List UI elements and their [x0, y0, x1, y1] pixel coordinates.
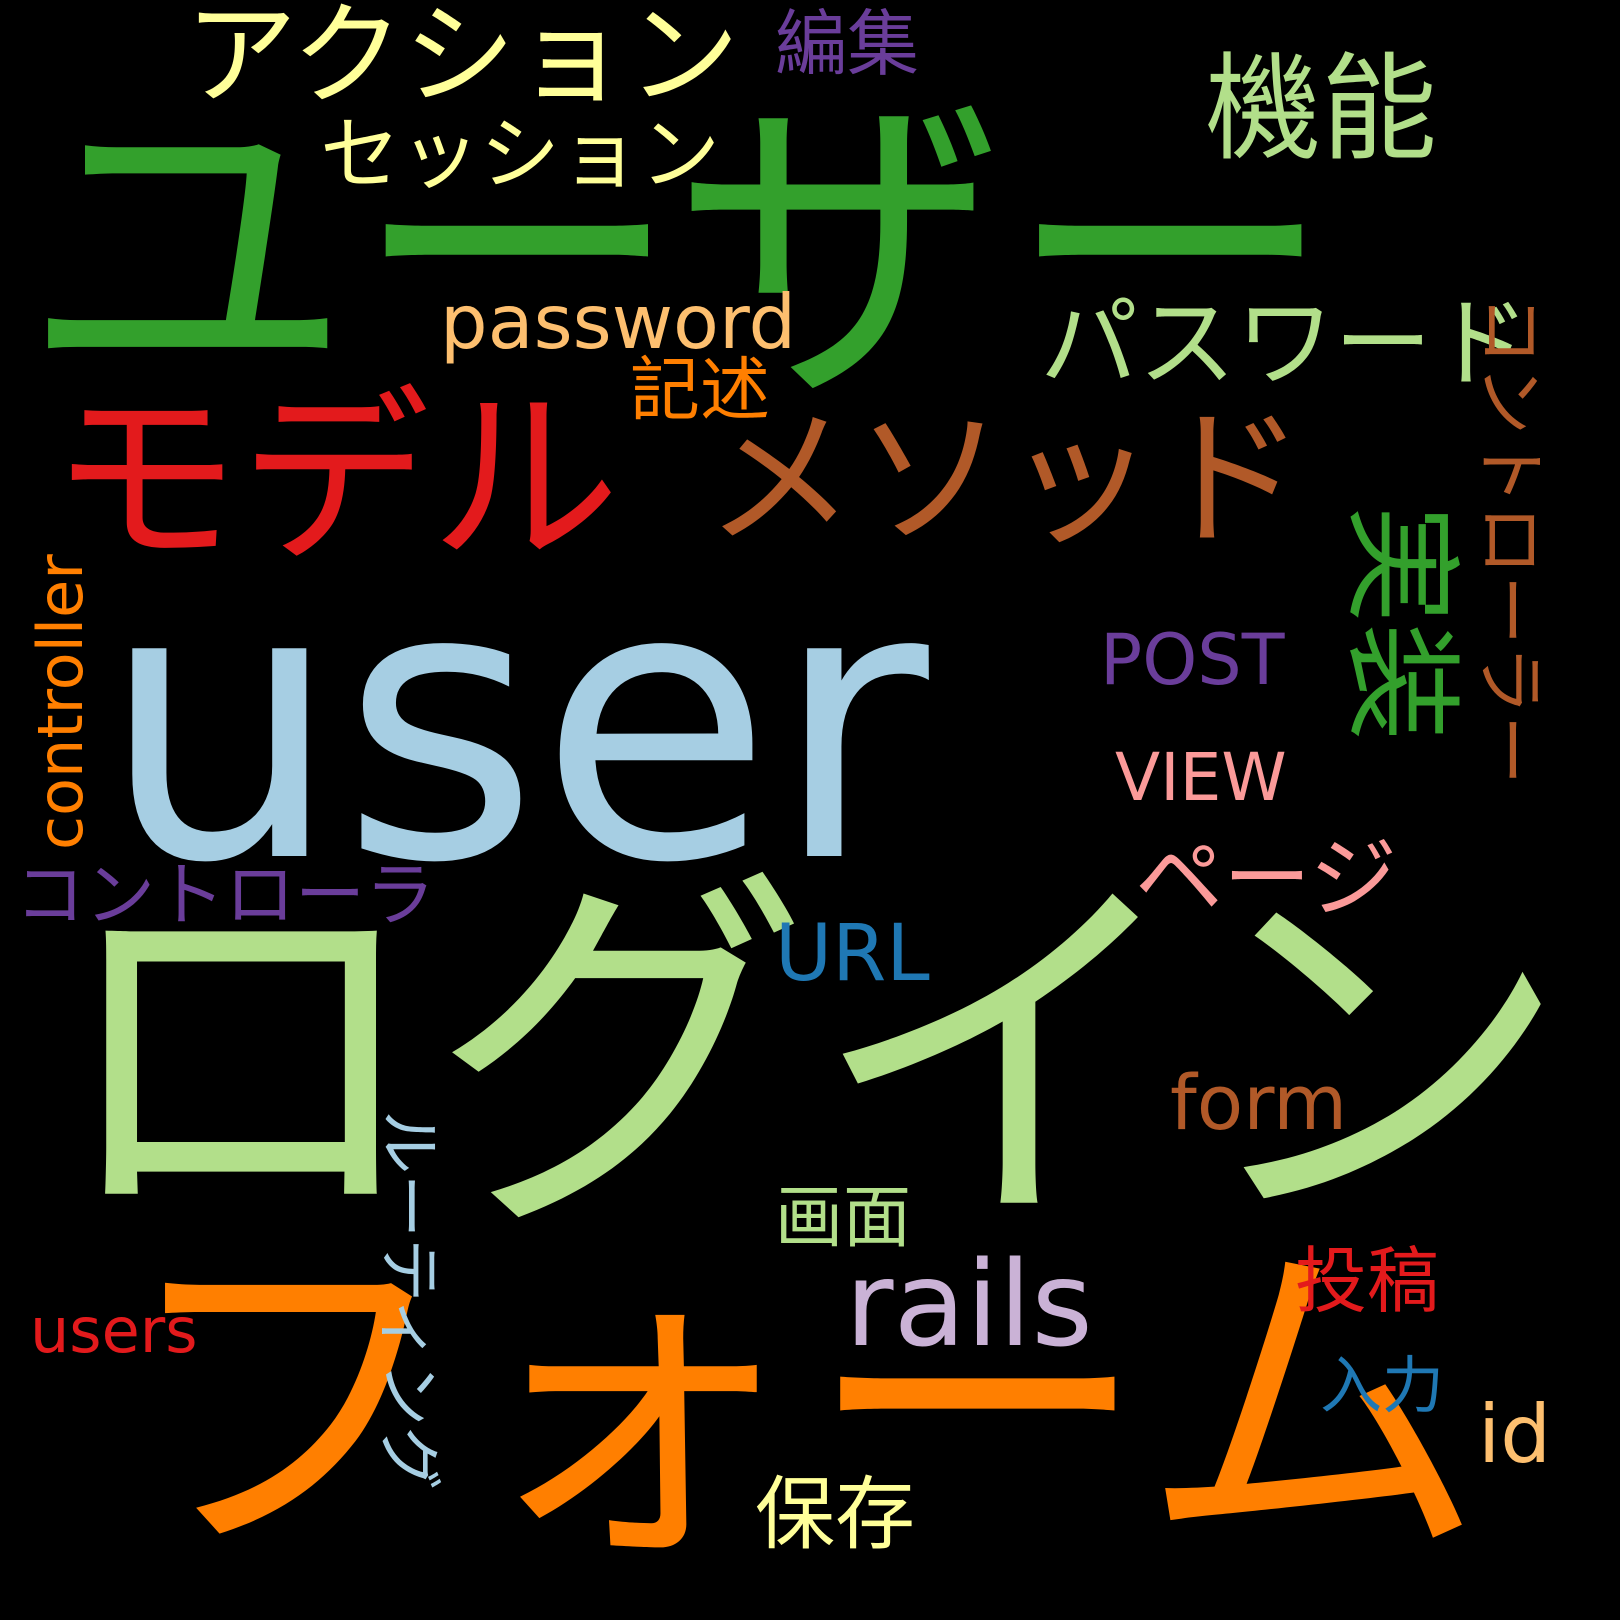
word-password: password — [440, 278, 797, 366]
word-form-jp: フォーム — [115, 1207, 1485, 1608]
word-routing: ルーティング — [371, 1110, 445, 1491]
word-nyuryoku: 入力 — [1320, 1349, 1445, 1422]
word-model: モデル — [50, 369, 621, 590]
word-page: ページ — [1135, 827, 1398, 930]
word-user: user — [100, 503, 929, 946]
word-rails: rails — [845, 1235, 1093, 1373]
word-gamen: 画面 — [775, 1179, 912, 1258]
word-session: セッション — [320, 108, 720, 201]
word-controller-jp: コントローラー — [1469, 295, 1551, 785]
word-post: POST — [1100, 619, 1285, 701]
word-hozon: 保存 — [755, 1468, 915, 1561]
word-jissou: 実装 — [1332, 505, 1470, 742]
word-login: ログイン — [50, 838, 1570, 1281]
word-form: form — [1170, 1058, 1348, 1147]
word-password-jp: パスワード — [1040, 287, 1531, 401]
word-edit: 編集 — [775, 2, 920, 86]
word-action: アクション — [185, 0, 740, 121]
word-method: メソッド — [705, 393, 1306, 567]
word-controller: controller — [24, 554, 97, 850]
word-kinou: 機能 — [1205, 42, 1437, 177]
word-kijutsu: 記述 — [630, 349, 770, 431]
word-toukou: 投稿 — [1295, 1239, 1440, 1323]
word-id: id — [1478, 1388, 1552, 1481]
word-view: VIEW — [1115, 739, 1287, 816]
word-yuza: ユーザー — [22, 61, 1336, 445]
word-users: users — [30, 1294, 198, 1367]
word-controlla: コントローラ — [15, 854, 435, 936]
word-url: URL — [775, 909, 930, 999]
